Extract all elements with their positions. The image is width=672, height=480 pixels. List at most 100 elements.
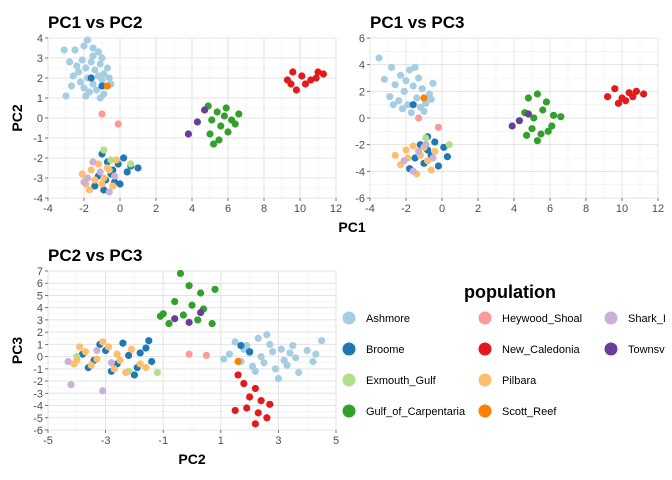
point-pilbara	[116, 356, 124, 364]
point-ashmore	[420, 107, 428, 115]
y-tick-label: 7	[37, 266, 43, 278]
x-tick-label: 3	[275, 435, 281, 447]
population-legend: population Ashmore Broome Exmouth_Gulf Gulf…	[342, 282, 666, 418]
point-pilbara	[76, 343, 84, 351]
point-pilbara	[91, 176, 99, 184]
point-gulf_of_carpentaria	[211, 285, 219, 293]
point-broome	[125, 351, 133, 359]
point-ashmore	[260, 359, 268, 367]
point-ashmore	[400, 87, 408, 95]
y-tick-label: -2	[33, 376, 43, 388]
point-ashmore	[82, 64, 90, 72]
point-broome	[246, 348, 254, 356]
point-pilbara	[431, 147, 439, 155]
point-gulf_of_carpentaria	[550, 111, 558, 119]
point-ashmore	[406, 66, 414, 74]
point-gulf_of_carpentaria	[537, 130, 545, 138]
point-broome	[434, 162, 442, 170]
point-ashmore	[380, 75, 388, 83]
point-gulf_of_carpentaria	[523, 131, 531, 139]
point-ashmore	[427, 95, 435, 103]
point-scott_reef	[103, 82, 111, 90]
point-townsville	[197, 308, 205, 317]
point-broome	[130, 371, 138, 379]
point-broome	[136, 349, 144, 357]
point-new_caledonia	[298, 72, 306, 80]
point-new_caledonia	[254, 409, 262, 417]
point-new_caledonia	[251, 420, 259, 428]
point-new_caledonia	[611, 85, 619, 93]
point-pilbara	[87, 361, 95, 369]
x-tick-label: 2	[153, 203, 159, 215]
point-broome	[409, 101, 417, 109]
point-ashmore	[87, 58, 95, 66]
point-gulf_of_carpentaria	[528, 125, 536, 133]
point-broome	[237, 342, 245, 350]
panel-title: PC1 vs PC3	[370, 13, 465, 32]
point-ashmore	[375, 54, 383, 62]
legend-key	[342, 311, 356, 325]
legend-item: Ashmore	[342, 311, 410, 325]
legend-key	[342, 404, 356, 418]
point-ashmore	[409, 82, 417, 90]
point-exmouth_gulf	[153, 368, 162, 377]
legend-label: Shark_I	[628, 313, 666, 325]
point-pilbara	[100, 174, 108, 182]
point-new_caledonia	[301, 80, 309, 88]
point-pilbara	[109, 182, 117, 190]
point-townsville	[201, 106, 209, 114]
legend-key	[604, 342, 618, 356]
point-new_caledonia	[257, 397, 265, 405]
point-ashmore	[76, 78, 84, 86]
point-ashmore	[60, 46, 68, 54]
point-ashmore	[93, 86, 101, 94]
legend-label: Townsv	[628, 344, 665, 356]
y-tick-label: 0	[37, 352, 43, 364]
legend-item: Gulf_of_Carpentaria	[342, 404, 466, 418]
point-ashmore	[402, 77, 410, 85]
point-ashmore	[254, 334, 262, 342]
point-gulf_of_carpentaria	[224, 128, 232, 136]
point-gulf_of_carpentaria	[533, 90, 542, 98]
point-ashmore	[407, 109, 415, 117]
legend-item: Shark_I	[604, 311, 666, 325]
point-pilbara	[112, 156, 120, 164]
point-ashmore	[294, 368, 303, 377]
point-ashmore	[283, 361, 291, 369]
y-tick-label: 2	[37, 327, 43, 339]
legend-item: New_Caledonia	[478, 342, 581, 356]
point-ashmore	[271, 365, 280, 373]
point-ashmore	[103, 64, 111, 72]
point-ashmore	[82, 92, 90, 100]
point-ashmore	[318, 337, 326, 345]
data-points	[60, 36, 327, 196]
x-tick-label: -2	[401, 203, 411, 215]
point-ashmore	[309, 357, 317, 366]
x-tick-label: -1	[158, 435, 168, 447]
x-tick-label: 8	[583, 203, 589, 215]
point-broome	[116, 180, 124, 188]
point-shark_bay	[93, 346, 101, 355]
point-pilbara	[78, 170, 86, 178]
point-ashmore	[388, 63, 396, 71]
point-new_caledonia	[263, 414, 271, 422]
point-ashmore	[312, 350, 320, 358]
point-townsville	[508, 122, 516, 130]
point-shark_bay	[409, 167, 417, 175]
y-tick-label: -3	[33, 388, 43, 400]
point-pilbara	[142, 364, 150, 372]
point-gulf_of_carpentaria	[539, 106, 547, 114]
point-pilbara	[424, 157, 432, 165]
point-shark_bay	[415, 147, 423, 155]
point-new_caledonia	[604, 93, 612, 101]
x-tick-label: -3	[101, 435, 111, 447]
point-pilbara	[127, 345, 136, 353]
y-tick-label: -4	[33, 401, 43, 413]
x-tick-label: 2	[475, 203, 481, 215]
y-tick-label: 5	[37, 290, 43, 302]
point-new_caledonia	[266, 400, 274, 408]
point-ashmore	[84, 36, 92, 44]
legend-label: Scott_Reef	[502, 406, 557, 418]
